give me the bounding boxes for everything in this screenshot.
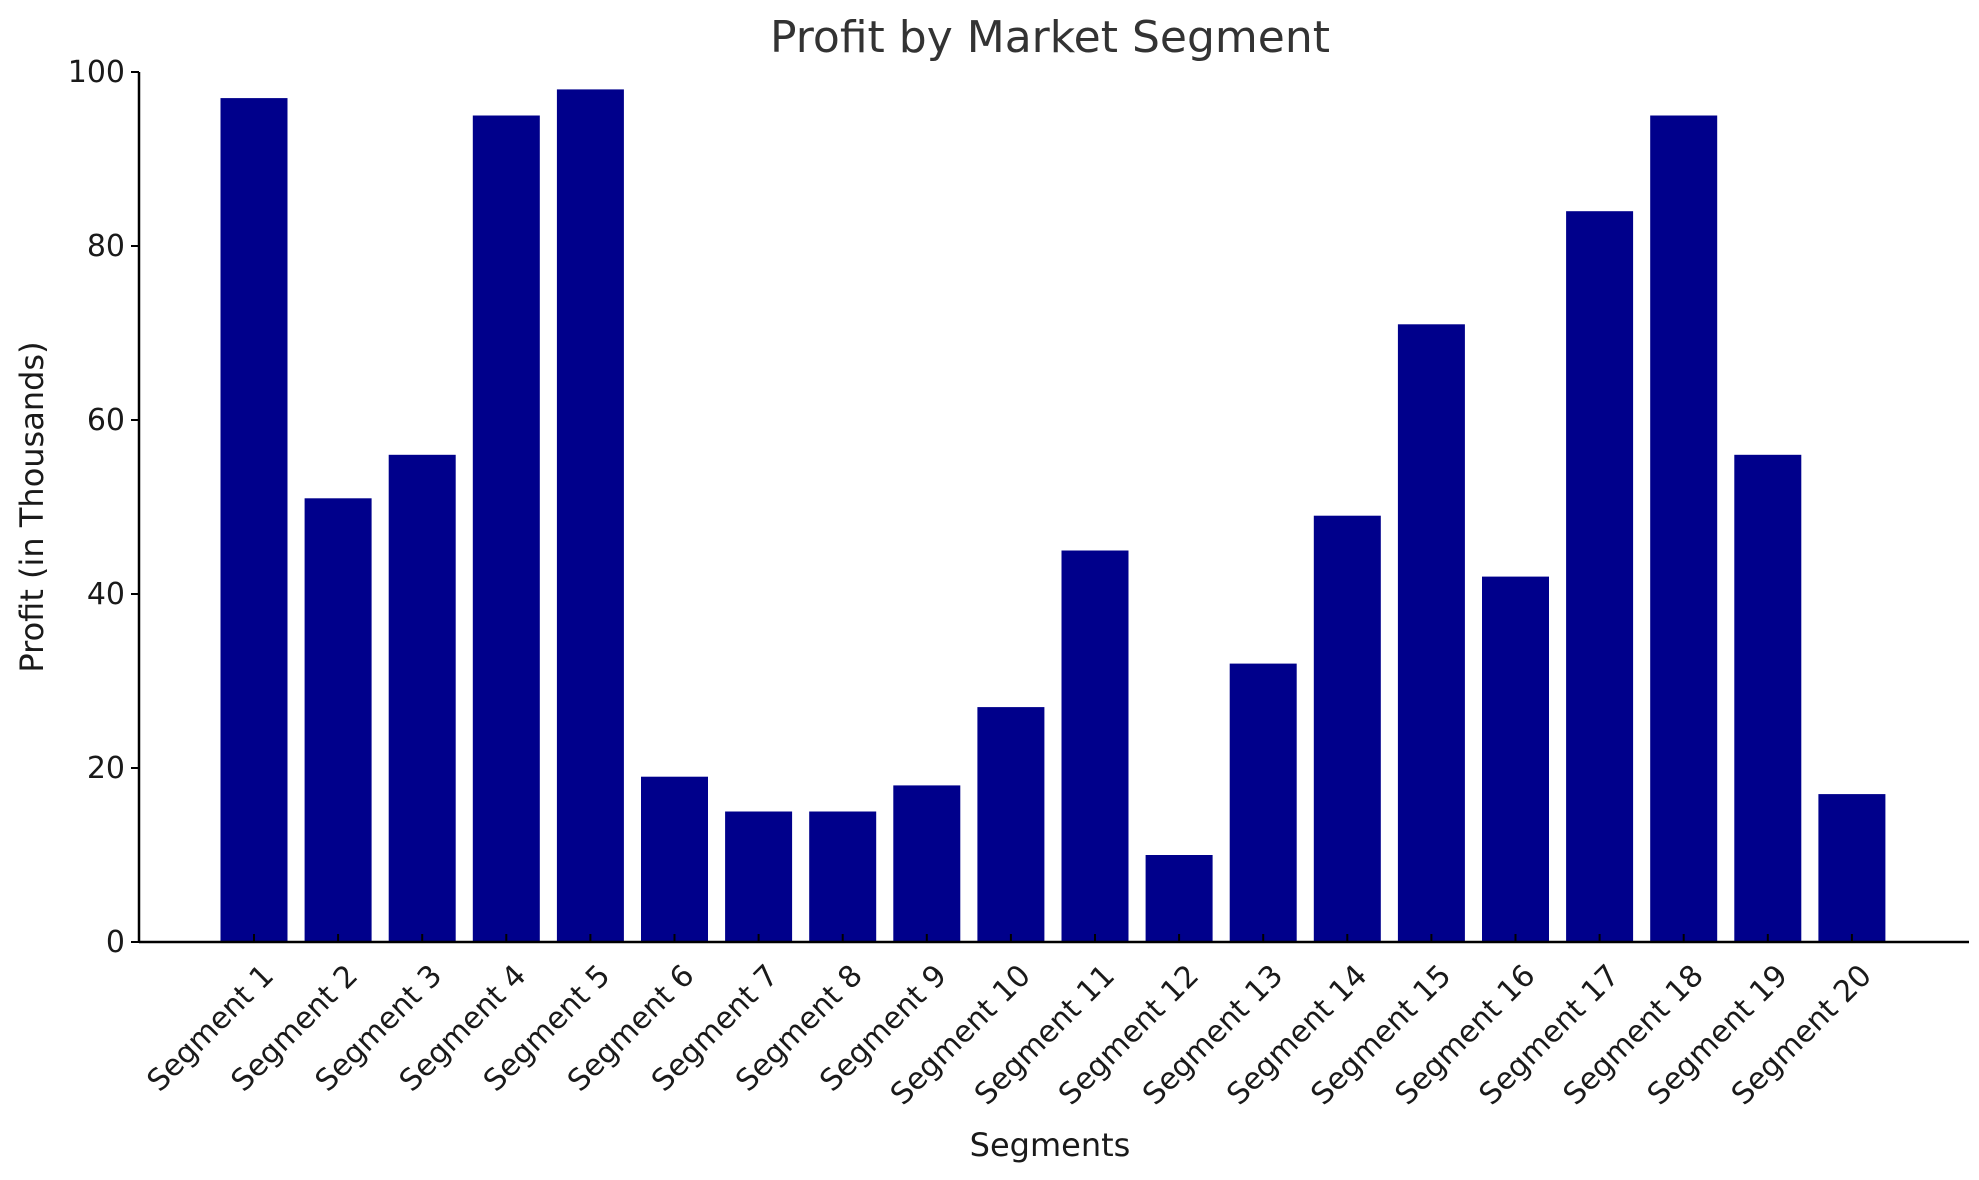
y-tick-label: 60 bbox=[87, 403, 125, 438]
bar-2 bbox=[304, 498, 372, 942]
bar-13 bbox=[1229, 663, 1297, 942]
bar-16 bbox=[1482, 576, 1549, 942]
bar-9 bbox=[893, 785, 961, 942]
bar-1 bbox=[220, 98, 288, 943]
y-axis-label: Profit (in Thousands) bbox=[13, 341, 51, 672]
bar-12 bbox=[1145, 855, 1213, 942]
bar-10 bbox=[977, 707, 1045, 942]
y-tick-label: 20 bbox=[87, 751, 125, 786]
y-tick-label: 80 bbox=[87, 229, 125, 264]
bar-11 bbox=[1061, 550, 1129, 942]
bar-3 bbox=[388, 454, 456, 942]
bar-17 bbox=[1566, 211, 1634, 942]
bar-4 bbox=[472, 115, 540, 942]
bar-7 bbox=[725, 811, 793, 942]
bar-8 bbox=[809, 811, 877, 942]
bar-18 bbox=[1650, 115, 1718, 942]
bar-14 bbox=[1313, 515, 1381, 942]
plot-area bbox=[220, 89, 1886, 943]
chart-title: Profit by Market Segment bbox=[770, 12, 1330, 63]
y-tick-label: 0 bbox=[106, 925, 125, 960]
y-tick-label: 40 bbox=[87, 577, 125, 612]
x-axis-label: Segments bbox=[970, 1126, 1131, 1164]
y-axis-ticks: 0 20 40 60 80 100 bbox=[68, 55, 139, 960]
bar-20 bbox=[1818, 794, 1886, 942]
y-tick-label: 100 bbox=[68, 55, 125, 90]
bar-5 bbox=[556, 89, 624, 942]
bar-15 bbox=[1397, 324, 1465, 942]
bar-6 bbox=[641, 776, 708, 942]
bar-19 bbox=[1734, 454, 1802, 942]
